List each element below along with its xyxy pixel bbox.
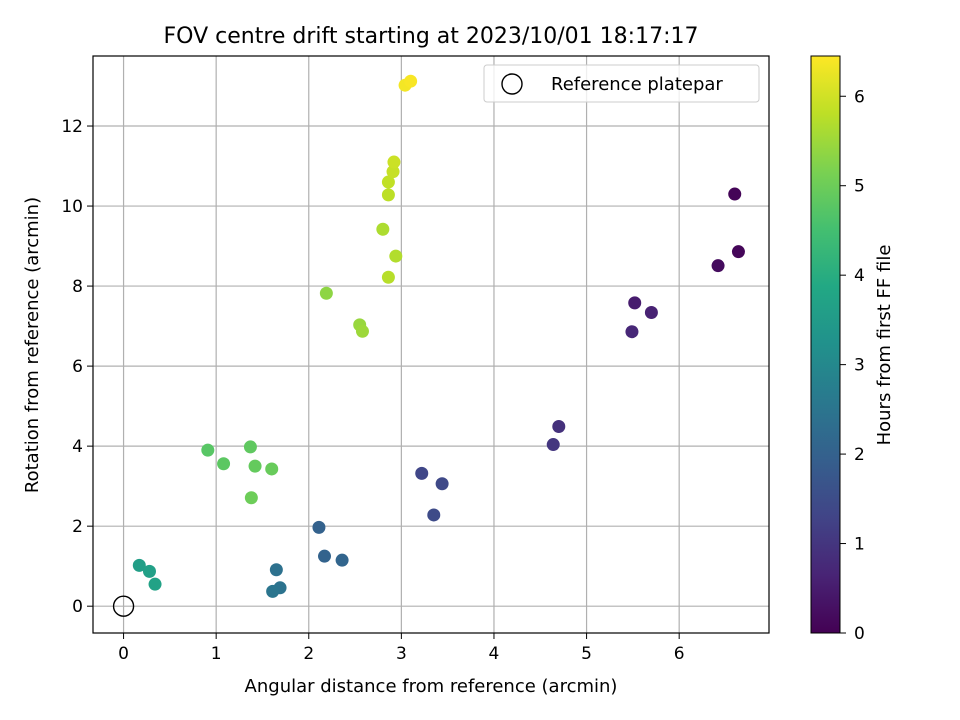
data-point	[415, 466, 429, 480]
data-point	[244, 491, 258, 505]
x-tick-label: 3	[396, 644, 407, 664]
data-point	[731, 245, 745, 259]
y-axis-label: Rotation from reference (arcmin)	[22, 197, 43, 493]
y-tick-label: 12	[61, 117, 83, 137]
data-point	[381, 175, 395, 189]
y-tick-label: 10	[61, 197, 83, 217]
colorbar-tick-label: 0	[854, 624, 865, 644]
data-point	[625, 325, 639, 339]
data-point	[269, 563, 283, 577]
data-point	[248, 459, 262, 473]
data-point	[142, 564, 156, 578]
data-point	[628, 296, 642, 310]
x-axis-label: Angular distance from reference (arcmin)	[245, 676, 618, 697]
data-point	[435, 477, 449, 491]
y-tick-label: 0	[72, 597, 83, 617]
colorbar-tick-label: 4	[854, 266, 865, 286]
reference-point	[112, 595, 135, 617]
data-point	[265, 462, 279, 476]
colorbar-tick-label: 1	[854, 535, 865, 555]
colorbar-tick-label: 5	[854, 177, 865, 197]
data-point	[148, 577, 162, 591]
legend-entry-reference: Reference platepar	[551, 74, 723, 95]
legend-box	[483, 64, 760, 103]
colorbar-tick-label: 2	[854, 445, 865, 465]
y-tick-label: 8	[72, 277, 83, 297]
data-point	[376, 222, 390, 236]
data-point	[728, 187, 742, 201]
data-point	[335, 553, 349, 567]
legend: Reference platepar	[483, 64, 760, 103]
x-tick-label: 5	[581, 644, 592, 664]
colorbar-gradient	[810, 55, 841, 634]
data-point	[389, 249, 403, 263]
legend-marker	[501, 73, 523, 95]
data-point	[404, 74, 418, 88]
chart-title: FOV centre drift starting at 2023/10/01 …	[164, 24, 699, 49]
data-point	[386, 165, 400, 179]
data-point	[132, 558, 146, 572]
data-point	[711, 259, 725, 273]
colorbar-ticks: 0 1 2 3 4 5 6	[840, 87, 865, 644]
data-point	[217, 457, 231, 471]
data-point	[381, 188, 395, 202]
data-point	[243, 440, 257, 454]
scatter-points	[132, 74, 745, 598]
data-point	[387, 155, 401, 169]
data-point	[381, 270, 395, 284]
data-point	[318, 549, 332, 563]
colorbar-tick-label: 6	[854, 87, 865, 107]
y-tick-label: 6	[72, 357, 83, 377]
x-tick-label: 4	[489, 644, 500, 664]
colorbar-tick-label: 3	[854, 356, 865, 376]
y-axis-ticks: 0 2 4 6 8 10 12	[61, 117, 93, 617]
x-axis-ticks: 0 1 2 3 4 5 6	[118, 633, 685, 664]
data-point	[355, 324, 369, 338]
plot-frame	[92, 55, 770, 634]
data-point	[319, 286, 333, 300]
data-point	[312, 520, 326, 534]
reference-platepar-marker	[112, 595, 135, 617]
data-point	[644, 305, 658, 319]
colorbar-label: Hours from first FF file	[874, 245, 895, 446]
data-point	[546, 438, 560, 452]
data-point	[266, 584, 280, 598]
data-point	[427, 508, 441, 522]
y-tick-label: 4	[72, 437, 83, 457]
y-tick-label: 2	[72, 517, 83, 537]
x-tick-label: 2	[303, 644, 314, 664]
x-tick-label: 1	[211, 644, 222, 664]
x-tick-label: 6	[674, 644, 685, 664]
x-tick-label: 0	[118, 644, 129, 664]
colorbar: 0 1 2 3 4 5 6 Hours from first FF file	[810, 55, 895, 644]
data-point	[552, 420, 566, 434]
grid-lines	[93, 56, 769, 633]
data-point	[201, 443, 215, 457]
